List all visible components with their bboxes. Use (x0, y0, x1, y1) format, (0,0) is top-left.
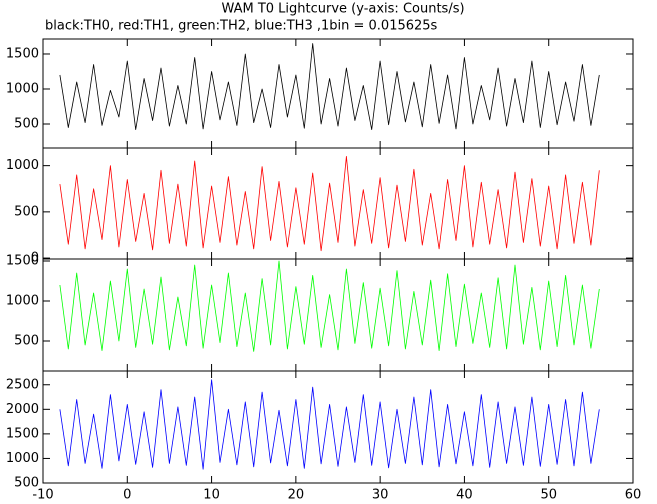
y-tick-label: 2500 (6, 377, 39, 392)
light-curve (59, 260, 600, 352)
x-tick-label: 0 (123, 488, 131, 503)
y-tick-label: 1500 (6, 426, 39, 441)
x-tick-label: 50 (540, 488, 557, 503)
y-tick-label: 1000 (6, 81, 39, 96)
light-curve (59, 155, 600, 252)
y-tick-label: 1000 (6, 451, 39, 466)
y-tick-label: 2000 (6, 402, 39, 417)
y-tick-label: 500 (14, 204, 39, 219)
y-tick-label: 0 (31, 251, 39, 266)
x-tick-label: -10 (32, 488, 53, 503)
panel-frame (42, 370, 634, 484)
light-curve (59, 43, 600, 131)
y-tick-label: 500 (14, 476, 39, 491)
x-tick-label: 20 (288, 488, 305, 503)
x-tick-label: 40 (456, 488, 473, 503)
y-tick-label: 1000 (6, 294, 39, 309)
chart-subtitle: black:TH0, red:TH1, green:TH2, blue:TH3 … (45, 19, 438, 34)
y-tick-label: 1000 (6, 158, 39, 173)
y-tick-label: 500 (14, 116, 39, 131)
chart-title: WAM T0 Lightcurve (y-axis: Counts/s) (221, 2, 464, 17)
y-tick-label: 1500 (6, 46, 39, 61)
y-tick-label: 1500 (6, 254, 39, 269)
x-tick-label: 60 (625, 488, 642, 503)
light-curve (59, 379, 600, 470)
x-tick-label: 30 (372, 488, 389, 503)
y-tick-label: 500 (14, 334, 39, 349)
x-tick-label: 10 (203, 488, 220, 503)
